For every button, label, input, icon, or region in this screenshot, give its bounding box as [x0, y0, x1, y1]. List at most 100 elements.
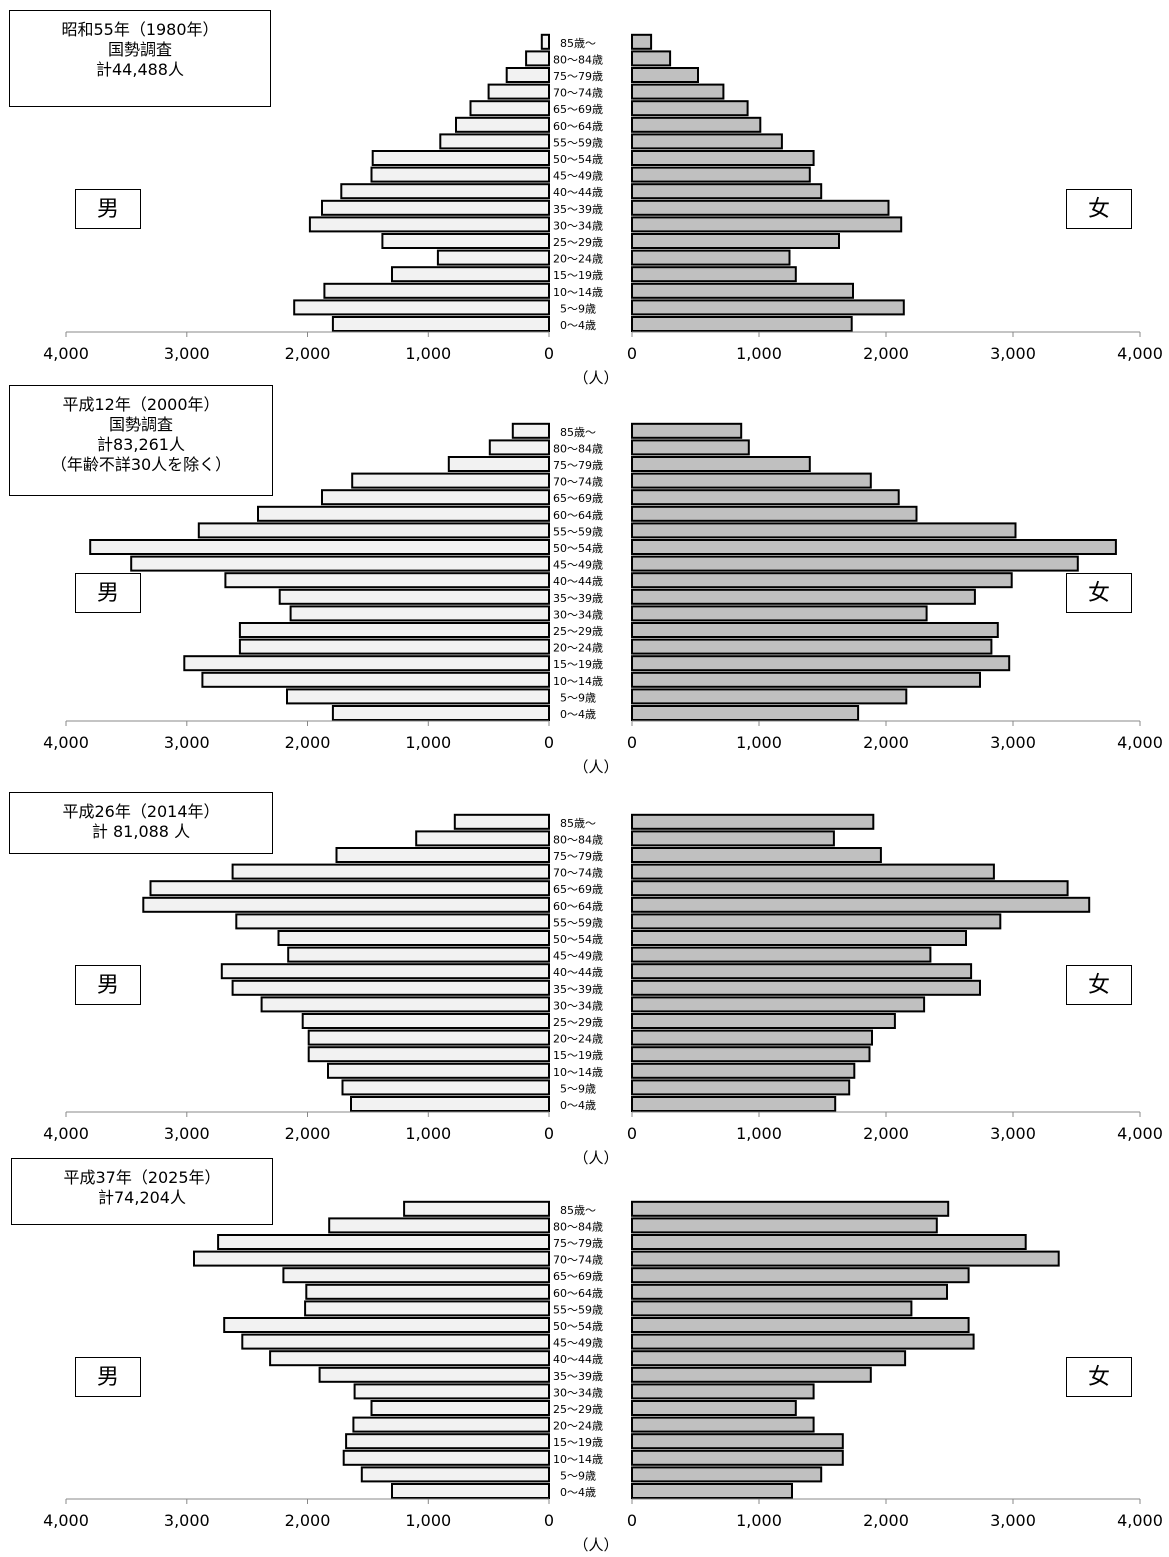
- age-label: 70～74歳: [553, 476, 603, 489]
- age-label: 20～24歳: [553, 1420, 603, 1433]
- age-label: 80～84歳: [553, 833, 603, 846]
- female-tick-label: 4,000: [1117, 733, 1163, 752]
- male-bar: [308, 216, 550, 233]
- female-bar: [631, 266, 797, 283]
- age-label: 0～4歳: [560, 708, 596, 721]
- male-bar: [455, 116, 550, 133]
- male-bar: [307, 1029, 551, 1046]
- age-label: 30～34歳: [553, 608, 603, 621]
- female-bar: [631, 216, 903, 233]
- female-bar: [631, 655, 1011, 672]
- male-bar: [447, 456, 550, 472]
- age-label: 20～24歳: [553, 642, 603, 655]
- male-tick-label: 2,000: [285, 344, 331, 363]
- male-label: 男: [75, 189, 141, 229]
- age-label: 75～79歳: [553, 459, 603, 472]
- male-bar: [142, 896, 551, 913]
- male-bar: [257, 505, 550, 522]
- male-bar: [282, 1267, 550, 1284]
- male-bar: [304, 1300, 550, 1317]
- info-line: 国勢調査: [108, 415, 173, 434]
- male-bar: [351, 472, 551, 489]
- male-bar: [391, 1483, 550, 1499]
- age-label: 30～34歳: [553, 1386, 603, 1399]
- female-bar: [631, 1283, 948, 1300]
- female-bar: [631, 249, 791, 266]
- female-bar: [631, 1013, 896, 1029]
- male-bar: [301, 1013, 551, 1029]
- female-tick-label: 1,000: [736, 733, 782, 752]
- male-bar: [350, 1096, 550, 1112]
- male-tick-label: 0: [544, 733, 554, 752]
- age-label: 35～39歳: [553, 203, 603, 216]
- male-tick-label: 1,000: [405, 733, 451, 752]
- age-label: 5～9歳: [560, 1082, 596, 1095]
- age-label: 60～64歳: [553, 120, 603, 133]
- male-bar: [540, 33, 550, 50]
- female-tick-label: 4,000: [1117, 1511, 1163, 1530]
- unit-label: （人）: [573, 758, 618, 776]
- age-label: 75～79歳: [553, 1237, 603, 1250]
- female-bar: [631, 116, 762, 133]
- pyramid-chart: 0～4歳 5～9歳 10～14歳 15～19歳 20～24歳 25～29歳 30～34歳 35…: [43, 813, 1163, 1167]
- pyramid-info-box: 平成26年（2014年）計 81,088 人: [9, 792, 273, 854]
- age-label: 40～44歳: [553, 1353, 603, 1366]
- female-tick-label: 0: [627, 344, 637, 363]
- male-bar: [241, 1333, 551, 1350]
- male-bar: [505, 67, 551, 83]
- male-bar: [238, 622, 550, 638]
- age-label: 5～9歳: [560, 691, 596, 704]
- age-label: 65～69歳: [553, 103, 603, 116]
- female-tick-label: 2,000: [863, 1511, 909, 1530]
- male-bar: [345, 1433, 550, 1450]
- age-label: 85歳～: [560, 426, 596, 439]
- male-bar: [307, 1046, 551, 1063]
- female-bar: [631, 930, 967, 946]
- female-label: 女: [1066, 189, 1132, 229]
- female-bar: [631, 100, 749, 117]
- female-bar: [631, 166, 811, 183]
- info-line: 平成26年（2014年）: [62, 802, 220, 821]
- male-bar: [231, 863, 550, 880]
- male-bar: [353, 1383, 550, 1400]
- male-tick-label: 3,000: [164, 733, 210, 752]
- female-bar: [631, 588, 976, 605]
- female-bar: [631, 946, 932, 963]
- male-bar: [293, 299, 551, 316]
- female-bar: [631, 133, 783, 150]
- age-label: 10～14歳: [553, 1453, 603, 1466]
- age-label: 80～84歳: [553, 442, 603, 455]
- female-bar: [631, 605, 928, 622]
- male-bar: [286, 688, 550, 705]
- age-label: 50～54歳: [553, 542, 603, 555]
- female-bar: [631, 847, 882, 863]
- female-tick-label: 1,000: [736, 344, 782, 363]
- male-bar: [323, 282, 550, 299]
- female-bar: [631, 282, 854, 299]
- female-tick-label: 4,000: [1117, 344, 1163, 363]
- male-tick-label: 0: [544, 344, 554, 363]
- female-bar: [631, 489, 900, 506]
- female-bar: [631, 705, 860, 721]
- female-bar: [631, 472, 872, 489]
- male-tick-label: 2,000: [285, 733, 331, 752]
- male-bar: [331, 316, 550, 332]
- male-bar: [277, 930, 550, 946]
- female-bar: [631, 1217, 938, 1234]
- male-bar: [183, 655, 551, 672]
- female-tick-label: 3,000: [990, 344, 1036, 363]
- female-bar: [631, 1267, 970, 1284]
- info-line: 計44,488人: [96, 60, 184, 79]
- female-bar: [631, 1062, 856, 1079]
- age-label: 35～39歳: [553, 1370, 603, 1383]
- male-tick-label: 0: [544, 1511, 554, 1530]
- female-label: 女: [1066, 1357, 1132, 1397]
- male-bar: [381, 233, 550, 249]
- male-bar: [278, 588, 550, 605]
- male-bar: [289, 605, 550, 622]
- female-bar: [631, 622, 999, 638]
- female-bar: [631, 1366, 872, 1383]
- male-label: 男: [75, 1357, 141, 1397]
- male-bar: [201, 671, 550, 688]
- female-bar: [631, 555, 1079, 572]
